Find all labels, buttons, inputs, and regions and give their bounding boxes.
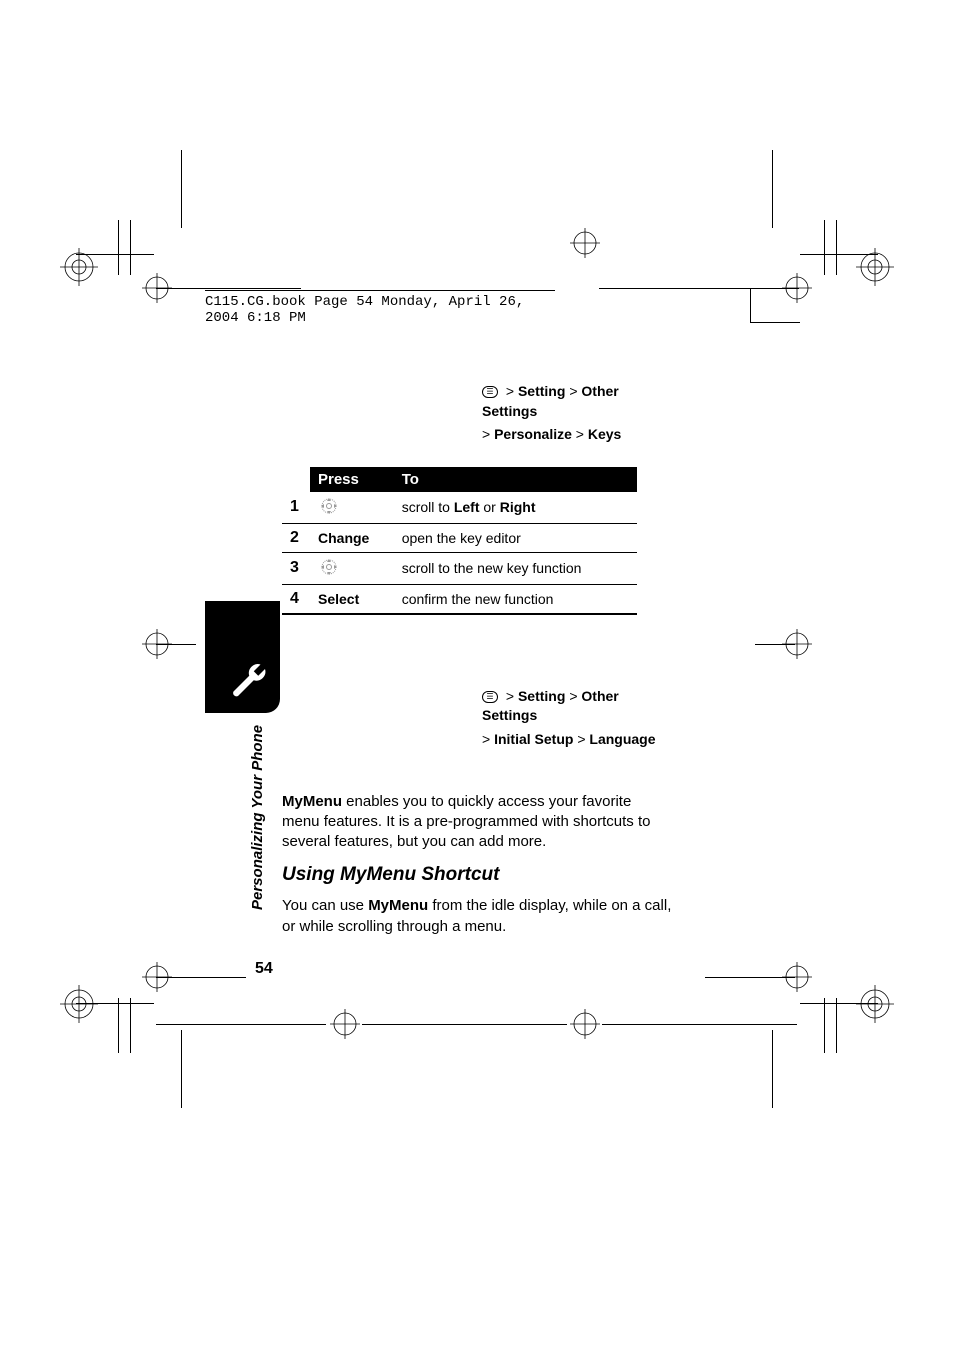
- procedure-table: Press To 1 scroll to Left or Right 2 Cha…: [282, 467, 637, 615]
- guide-line: [750, 288, 751, 323]
- reg-mark-icon: [60, 985, 98, 1023]
- crop-line: [800, 1003, 878, 1004]
- to-cell: confirm the new function: [394, 584, 637, 614]
- table-header-blank: [282, 467, 310, 492]
- guide-line: [118, 998, 119, 1053]
- guide-line: [156, 977, 246, 978]
- table-row: 2 Change open the key editor: [282, 523, 637, 552]
- page-content: ☰ > Setting > Other Settings > Personali…: [282, 380, 672, 949]
- press-cell: Change: [310, 523, 394, 552]
- chapter-tab-label: Personalizing Your Phone: [249, 680, 266, 910]
- crop-line: [772, 150, 773, 228]
- framemaker-header: C115.CG.book Page 54 Monday, April 26, 2…: [205, 290, 555, 326]
- nav-path-language: ☰ > Setting > Other Settings > Initial S…: [282, 685, 672, 752]
- reg-mark-icon: [570, 1009, 600, 1039]
- guide-line: [824, 220, 825, 275]
- guide-line: [130, 220, 131, 275]
- press-cell: [310, 552, 394, 584]
- press-cell: [310, 492, 394, 524]
- guide-line: [602, 1024, 797, 1025]
- nav-key-icon: [318, 558, 340, 576]
- table-row: 1 scroll to Left or Right: [282, 492, 637, 524]
- guide-line: [118, 220, 119, 275]
- reg-mark-icon: [570, 228, 600, 258]
- crop-line: [76, 1003, 154, 1004]
- guide-line: [362, 1024, 567, 1025]
- guide-line: [156, 1024, 326, 1025]
- page-number: 54: [255, 960, 273, 978]
- table-row: 4 Select confirm the new function: [282, 584, 637, 614]
- guide-line: [130, 998, 131, 1053]
- menu-key-icon: ☰: [482, 691, 498, 703]
- table-header-to: To: [394, 467, 637, 492]
- guide-line: [599, 288, 799, 289]
- mymenu-usage: You can use MyMenu from the idle display…: [282, 896, 672, 937]
- guide-line: [705, 977, 795, 978]
- to-cell: open the key editor: [394, 523, 637, 552]
- guide-line: [755, 644, 795, 645]
- feature-card: [205, 601, 280, 713]
- guide-line: [156, 644, 196, 645]
- step-number: 3: [282, 552, 310, 584]
- reg-mark-icon: [330, 1009, 360, 1039]
- table-row: 3 scroll to the new key function: [282, 552, 637, 584]
- step-number: 2: [282, 523, 310, 552]
- crop-line: [181, 1030, 182, 1108]
- crop-line: [772, 1030, 773, 1108]
- table-header-press: Press: [310, 467, 394, 492]
- guide-line: [156, 288, 301, 289]
- chapter-tab: Personalizing Your Phone: [251, 700, 271, 930]
- to-cell: scroll to Left or Right: [394, 492, 637, 524]
- guide-line: [836, 220, 837, 275]
- section-heading: Using MyMenu Shortcut: [282, 864, 672, 886]
- guide-line: [750, 322, 800, 323]
- mymenu-intro: MyMenu enables you to quickly access you…: [282, 792, 672, 853]
- step-number: 1: [282, 492, 310, 524]
- nav-path-keys: ☰ > Setting > Other Settings > Personali…: [282, 380, 672, 447]
- crop-line: [181, 150, 182, 228]
- menu-key-icon: ☰: [482, 386, 498, 398]
- nav-key-icon: [318, 497, 340, 515]
- crop-line: [76, 254, 154, 255]
- step-number: 4: [282, 584, 310, 614]
- press-cell: Select: [310, 584, 394, 614]
- guide-line: [824, 998, 825, 1053]
- reg-mark-icon: [856, 985, 894, 1023]
- to-cell: scroll to the new key function: [394, 552, 637, 584]
- guide-line: [836, 998, 837, 1053]
- crop-line: [800, 254, 878, 255]
- header-text: C115.CG.book Page 54 Monday, April 26, 2…: [205, 294, 524, 326]
